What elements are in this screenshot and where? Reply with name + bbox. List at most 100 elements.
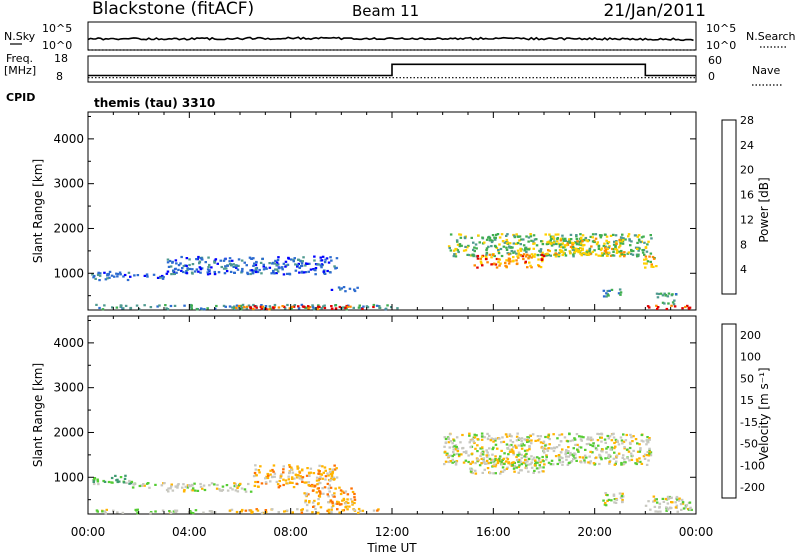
power-cell xyxy=(562,239,566,242)
power-cell xyxy=(641,249,644,252)
velocity-cell xyxy=(189,511,193,514)
velocity-cell xyxy=(506,466,509,469)
power-cell xyxy=(353,289,357,293)
power-cell xyxy=(98,274,102,277)
velocity-cell xyxy=(92,479,96,482)
velocity-cell xyxy=(487,462,490,465)
velocity-cell xyxy=(124,474,127,477)
velocity-cell xyxy=(622,462,626,465)
power-cell xyxy=(462,249,466,252)
power-cell xyxy=(495,233,498,236)
power-cell xyxy=(593,249,596,252)
velocity-colorbar-label: Velocity [m s⁻¹] xyxy=(757,367,771,460)
power-cell xyxy=(513,234,516,237)
velocity-cell xyxy=(492,440,495,443)
velocity-cell xyxy=(576,443,579,446)
velocity-cell xyxy=(580,439,583,442)
power-cell xyxy=(293,304,297,307)
power-cell xyxy=(225,270,229,273)
velocity-cell xyxy=(565,449,568,452)
power-cell xyxy=(276,270,280,273)
velocity-cell xyxy=(336,502,339,505)
velocity-cell xyxy=(505,443,509,446)
velocity-cell xyxy=(191,487,195,490)
power-cell xyxy=(585,251,588,254)
power-cell xyxy=(533,253,537,256)
power-cell xyxy=(602,252,606,255)
power-cell xyxy=(177,264,181,267)
power-cell xyxy=(245,264,248,267)
velocity-cell xyxy=(571,439,575,442)
power-cell xyxy=(477,234,480,237)
velocity-cell xyxy=(170,483,173,486)
velocity-cell xyxy=(230,508,234,511)
power-cell xyxy=(494,263,498,266)
velocity-cell xyxy=(610,446,614,449)
velocity-cell xyxy=(516,432,519,435)
power-cell xyxy=(502,245,506,248)
velocity-cell xyxy=(510,461,514,464)
power-cell xyxy=(607,294,610,297)
power-cell xyxy=(190,304,193,307)
power-cell xyxy=(558,251,561,255)
power-cell xyxy=(491,263,495,266)
velocity-cell xyxy=(680,498,684,501)
velocity-cell xyxy=(349,498,353,501)
power-cell xyxy=(103,271,106,274)
velocity-cell xyxy=(353,498,357,501)
velocity-cell xyxy=(500,449,503,452)
velocity-cell xyxy=(476,444,479,447)
time-tick-label: 20:00 xyxy=(577,525,612,539)
power-cell xyxy=(456,249,460,252)
power-cell xyxy=(500,233,504,236)
velocity-cell xyxy=(615,454,619,457)
power-cell xyxy=(340,287,343,290)
velocity-panel-frame xyxy=(87,315,697,515)
velocity-cell xyxy=(323,466,327,469)
power-cell xyxy=(606,247,609,251)
power-cell xyxy=(619,291,623,294)
velocity-cell xyxy=(517,437,520,440)
velocity-colorbar-tick: -100 xyxy=(740,459,765,472)
velocity-cell xyxy=(298,477,302,480)
velocity-cell xyxy=(556,462,559,466)
power-cell xyxy=(230,264,233,267)
velocity-cell xyxy=(595,456,598,459)
power-cell xyxy=(493,254,496,258)
power-cell xyxy=(236,268,240,271)
power-cell xyxy=(645,262,648,265)
velocity-cell xyxy=(508,434,512,437)
velocity-cell xyxy=(264,481,268,484)
power-cell xyxy=(549,235,553,238)
power-cell xyxy=(575,241,578,244)
velocity-cell xyxy=(552,463,555,466)
power-cell xyxy=(555,242,558,246)
velocity-cell xyxy=(331,504,335,507)
power-cell xyxy=(577,251,580,254)
velocity-cell xyxy=(552,449,556,453)
power-cell xyxy=(505,246,508,249)
power-cell xyxy=(492,253,495,256)
velocity-cell xyxy=(518,452,521,455)
velocity-cell xyxy=(332,476,336,479)
velocity-cell xyxy=(132,483,136,486)
power-cell xyxy=(358,304,361,307)
velocity-cell xyxy=(516,453,519,457)
power-cell xyxy=(605,295,608,298)
power-cell xyxy=(582,251,585,255)
velocity-cell xyxy=(640,462,644,465)
velocity-cell xyxy=(501,436,504,439)
frequency-right-tick-top: 60 xyxy=(708,54,722,67)
power-cell xyxy=(589,253,592,256)
power-cell xyxy=(333,265,336,268)
power-cell xyxy=(612,243,616,246)
velocity-cell xyxy=(213,483,216,486)
velocity-cell xyxy=(533,456,536,459)
power-cell xyxy=(274,268,277,271)
velocity-cell xyxy=(327,474,330,477)
velocity-cell xyxy=(520,447,524,450)
power-cell xyxy=(228,257,232,260)
velocity-cell xyxy=(689,506,692,509)
power-cell xyxy=(275,272,278,275)
